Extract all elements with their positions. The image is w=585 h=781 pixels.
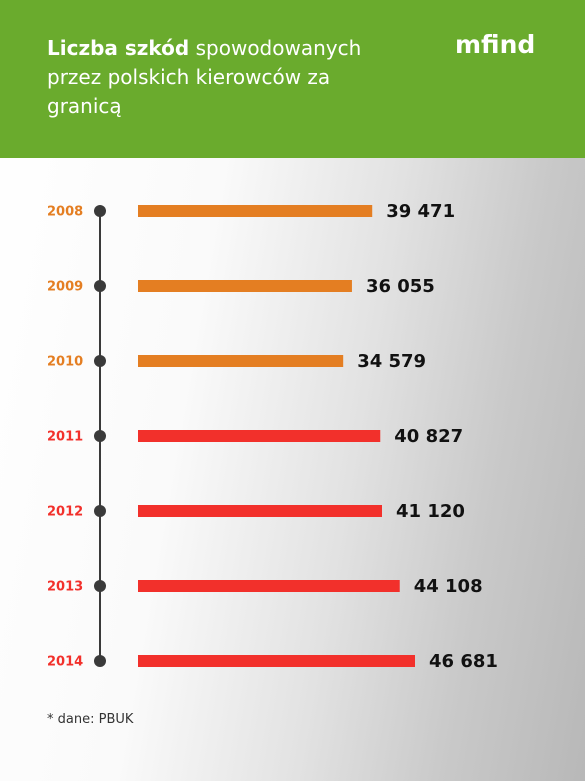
value-label: 41 120 (396, 501, 465, 522)
title-rest: spowodowanych przez polskich kierowców z… (47, 36, 362, 118)
value-label: 46 681 (429, 651, 498, 672)
timeline-dot (94, 355, 106, 367)
chart: 2008 39 471 2009 36 055 2010 34 579 2011 40 827… (47, 201, 498, 672)
year-label: 2008 (47, 205, 83, 220)
title-bold: Liczba szkód (47, 36, 190, 60)
value-label: 39 471 (386, 201, 455, 222)
year-label: 2010 (47, 355, 83, 370)
year-label: 2011 (47, 430, 83, 445)
logo: mfind (455, 30, 536, 59)
bar (138, 655, 415, 667)
bar (138, 205, 373, 217)
value-label: 44 108 (414, 576, 483, 597)
value-label: 36 055 (366, 276, 435, 297)
source-note: * dane: PBUK (47, 712, 134, 727)
bar (138, 355, 344, 367)
timeline-dot (94, 280, 106, 292)
timeline-dot (94, 430, 106, 442)
year-label: 2014 (47, 655, 83, 670)
timeline-dot (94, 205, 106, 217)
bar (138, 505, 383, 517)
header: Liczba szkód spowodowanych przez polskic… (0, 0, 585, 158)
bar (138, 430, 381, 442)
value-label: 34 579 (357, 351, 426, 372)
timeline-dot (94, 580, 106, 592)
bar (138, 580, 400, 592)
year-label: 2013 (47, 580, 83, 595)
timeline-dot (94, 655, 106, 667)
chart-title: Liczba szkód spowodowanych przez polskic… (47, 34, 377, 121)
bar (138, 280, 352, 292)
year-label: 2012 (47, 505, 83, 520)
timeline-dot (94, 505, 106, 517)
year-label: 2009 (47, 280, 83, 295)
value-label: 40 827 (394, 426, 463, 447)
